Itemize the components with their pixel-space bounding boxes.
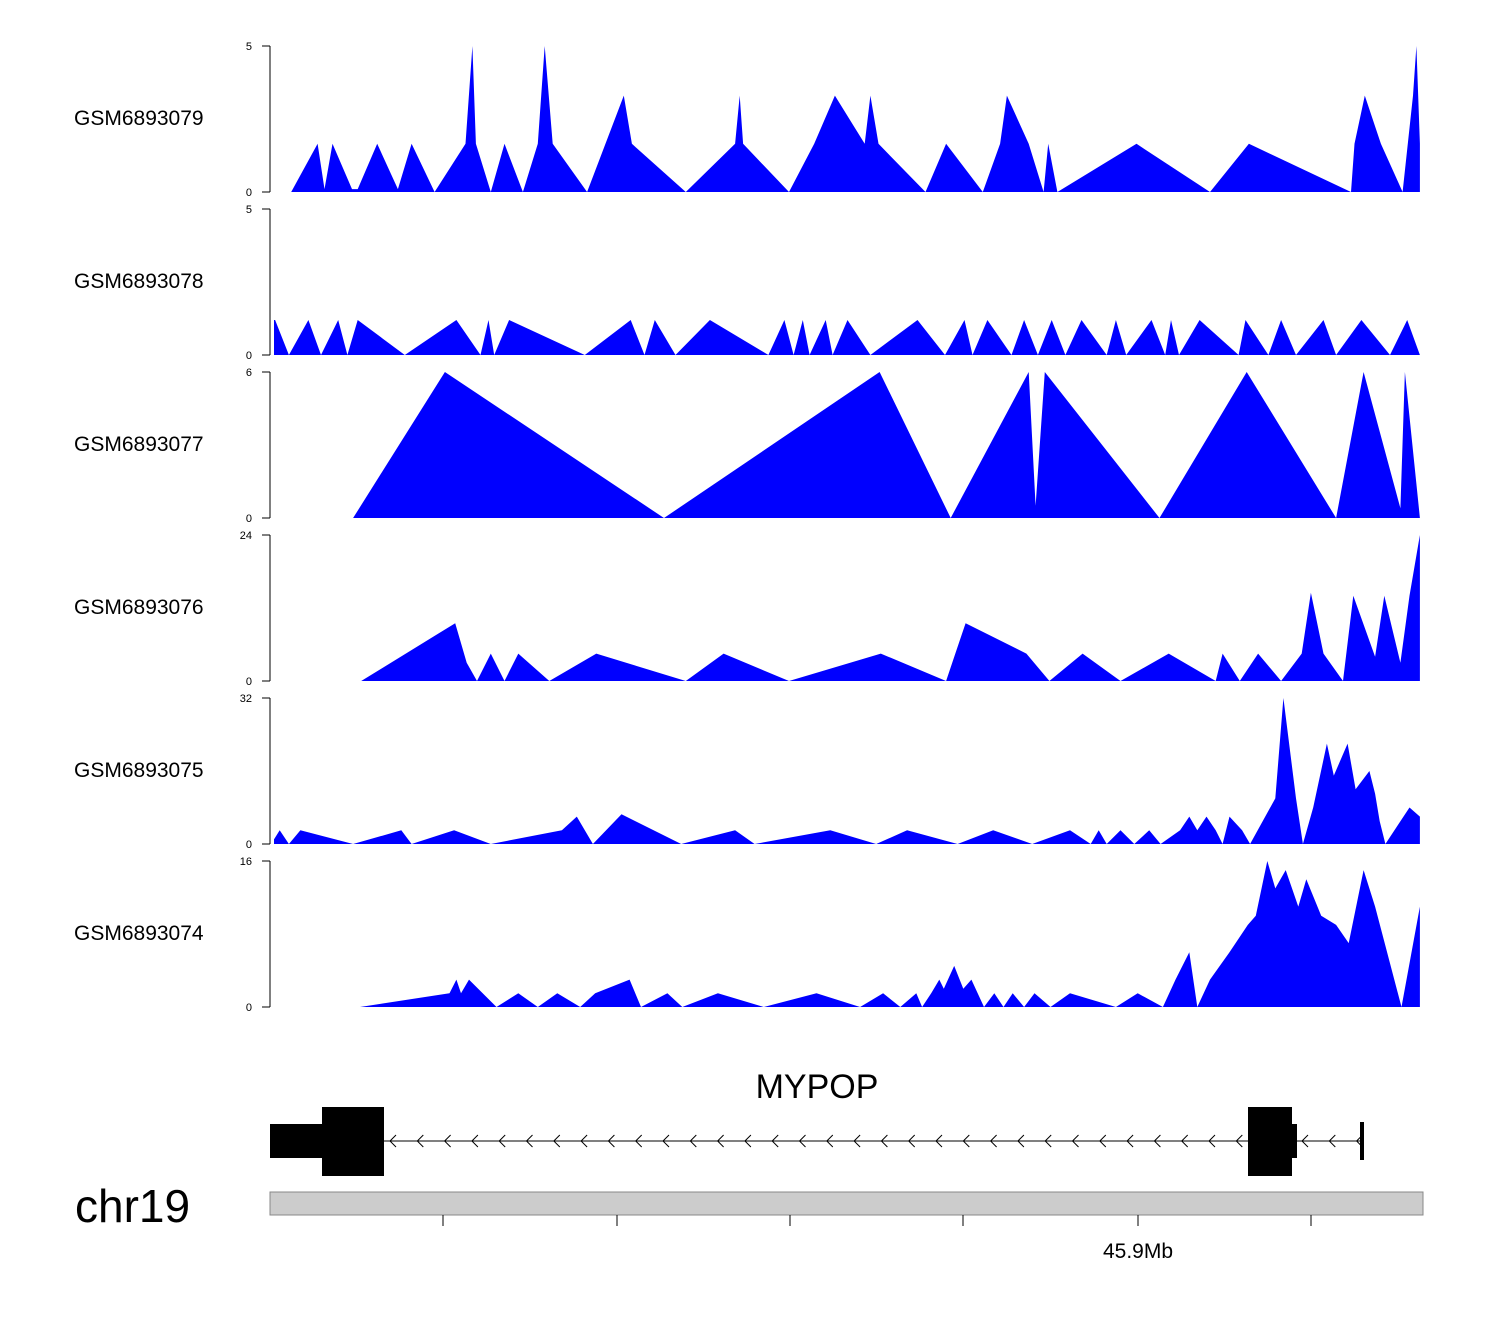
track-GSM6893077: GSM6893077 6 0 [74, 367, 1420, 525]
track-y-tick-label-max: 6 [246, 367, 252, 379]
strand-arrow [634, 1134, 643, 1148]
track-label: GSM6893075 [74, 759, 204, 782]
strand-arrow [607, 1134, 615, 1148]
strand-arrow [1071, 1134, 1079, 1148]
strand-arrow [1044, 1134, 1052, 1148]
strand-arrow [771, 1134, 779, 1148]
strand-arrow [1208, 1134, 1216, 1148]
chromosome-bar [269, 1191, 1424, 1216]
track-y-tick-label-max: 5 [246, 41, 252, 53]
track-y-tick-label-min: 0 [246, 513, 252, 525]
track-label: GSM6893078 [74, 270, 204, 293]
strand-arrow [1017, 1134, 1025, 1148]
coverage-area [353, 372, 1420, 518]
gene-exon-last [322, 1107, 384, 1176]
strand-arrow [907, 1134, 916, 1148]
strand-arrow [962, 1134, 970, 1148]
chromosome-axis: chr19 45.9Mb [75, 1180, 1424, 1263]
track-GSM6893078: GSM6893078 5 0 [74, 204, 1420, 362]
track-y-tick-label-max: 5 [246, 204, 252, 216]
strand-arrow [1301, 1134, 1309, 1148]
gene-exon-first [1248, 1107, 1292, 1176]
genomic-axis-tick-label: 45.9Mb [1103, 1240, 1173, 1263]
strand-arrow [853, 1134, 861, 1148]
strand-arrow [443, 1134, 451, 1148]
strand-arrow [1235, 1134, 1243, 1148]
track-y-tick-label-min: 0 [246, 1002, 252, 1014]
track-label: GSM6893077 [74, 433, 204, 456]
strand-arrow [744, 1134, 752, 1148]
strand-arrow [416, 1134, 424, 1148]
strand-arrow [826, 1134, 834, 1148]
coverage-area [360, 861, 1420, 1007]
strand-arrow [689, 1134, 697, 1148]
coverage-area [274, 698, 1420, 844]
track-GSM6893076: GSM6893076 24 0 [74, 530, 1420, 688]
gene-tss-mark [1360, 1122, 1364, 1160]
strand-arrow [389, 1134, 397, 1148]
strand-arrow [880, 1134, 888, 1148]
gene-utr-3prime [270, 1124, 324, 1158]
strand-arrows [389, 1134, 1363, 1148]
strand-arrow [553, 1134, 561, 1148]
strand-arrow [1328, 1134, 1336, 1148]
chromosome-label: chr19 [75, 1180, 190, 1232]
track-y-tick-label-min: 0 [246, 350, 252, 362]
coverage-area [291, 46, 1420, 192]
gene-annotation-track: MYPOP [270, 1068, 1364, 1176]
strand-arrow [1126, 1134, 1134, 1148]
strand-arrow [798, 1134, 806, 1148]
strand-arrow [1180, 1134, 1189, 1148]
track-GSM6893074: GSM6893074 16 0 [74, 856, 1420, 1014]
gene-label: MYPOP [756, 1068, 879, 1106]
strand-arrow [471, 1134, 479, 1148]
strand-arrow [989, 1134, 997, 1148]
track-GSM6893079: GSM6893079 5 0 [74, 41, 1420, 199]
track-y-tick-label-min: 0 [246, 187, 252, 199]
strand-arrow [1099, 1134, 1107, 1148]
coverage-area [274, 320, 1420, 355]
track-label: GSM6893079 [74, 107, 204, 130]
track-label: GSM6893074 [74, 922, 204, 945]
coverage-tracks: GSM689307950GSM689307850GSM689307760GSM6… [74, 41, 1420, 1014]
track-y-tick-label-min: 0 [246, 676, 252, 688]
genomic-axis-ticks [442, 1215, 1312, 1226]
strand-arrow [1153, 1134, 1161, 1148]
track-label: GSM6893076 [74, 596, 204, 619]
track-GSM6893075: GSM6893075 32 0 [74, 693, 1420, 851]
strand-arrow [716, 1134, 724, 1148]
track-y-tick-label-max: 24 [240, 530, 252, 542]
gene-utr-5prime [1290, 1124, 1297, 1158]
strand-arrow [498, 1134, 506, 1148]
track-y-tick-label-max: 16 [240, 856, 252, 868]
strand-arrow [580, 1134, 588, 1148]
track-y-tick-label-max: 32 [240, 693, 252, 705]
track-y-tick-label-min: 0 [246, 839, 252, 851]
strand-arrow [662, 1134, 670, 1148]
strand-arrow [935, 1134, 943, 1148]
coverage-area [361, 535, 1420, 681]
strand-arrow [525, 1134, 533, 1148]
